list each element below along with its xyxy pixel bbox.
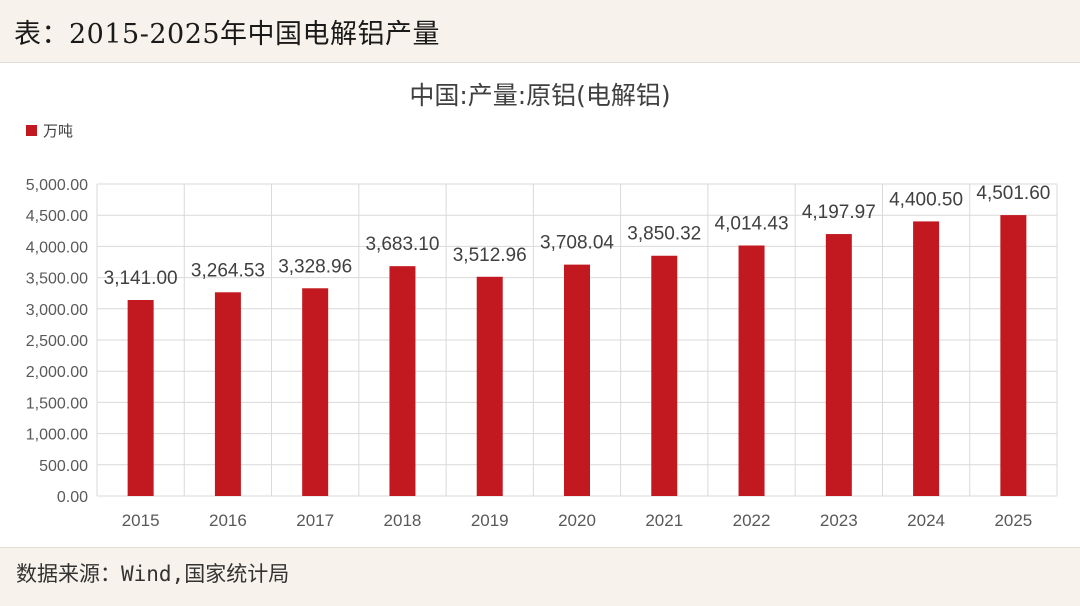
x-tick-label: 2019 [471,511,509,530]
bar [1000,215,1027,496]
x-tick-label: 2021 [645,511,683,530]
data-label: 4,197.97 [802,202,876,223]
y-tick-label: 1,500.00 [26,395,88,412]
x-tick-label: 2023 [820,511,858,530]
bar [302,288,329,496]
legend-swatch [26,125,37,136]
bar [651,255,678,496]
data-label: 4,014.43 [715,213,789,234]
y-tick-label: 0.00 [57,489,88,506]
y-tick-label: 2,500.00 [26,333,88,350]
y-tick-label: 2,000.00 [26,364,88,381]
x-tick-label: 2025 [994,511,1032,530]
x-tick-label: 2016 [209,511,247,530]
y-tick-label: 500.00 [39,458,88,475]
chart-legend: 万吨 [26,120,73,141]
bar [825,234,852,496]
y-tick-label: 3,000.00 [26,302,88,319]
x-tick-label: 2022 [733,511,771,530]
y-tick-label: 1,000.00 [26,427,88,444]
data-label: 4,400.50 [889,189,963,210]
bar [214,292,241,496]
data-label: 3,850.32 [627,224,701,245]
chart-panel [0,62,1080,548]
y-tick-label: 3,500.00 [26,271,88,288]
x-tick-label: 2024 [907,511,945,530]
data-label: 3,328.96 [278,256,352,277]
y-tick-label: 4,000.00 [26,239,88,256]
data-label: 3,708.04 [540,233,614,254]
x-tick-label: 2015 [122,511,160,530]
x-tick-label: 2017 [296,511,334,530]
data-label: 3,264.53 [191,260,265,281]
data-label: 3,141.00 [104,268,178,289]
bar [389,266,416,496]
chart-title: 中国:产量:原铝(电解铝) [409,81,671,110]
bar [913,221,940,496]
y-tick-label: 5,000.00 [26,177,88,194]
x-tick-label: 2020 [558,511,596,530]
data-label: 4,501.60 [976,183,1050,204]
data-label: 3,512.96 [453,245,527,266]
source-note: 数据来源：Wind,国家统计局 [16,562,290,586]
page-title: 表：2015-2025年中国电解铝产量 [14,19,441,50]
bar [564,264,590,496]
y-tick-label: 4,500.00 [26,208,88,225]
bar [738,245,765,496]
bar [476,276,503,496]
bar [127,300,154,496]
data-label: 3,683.10 [365,234,439,255]
legend-label: 万吨 [43,122,74,140]
x-tick-label: 2018 [384,511,422,530]
